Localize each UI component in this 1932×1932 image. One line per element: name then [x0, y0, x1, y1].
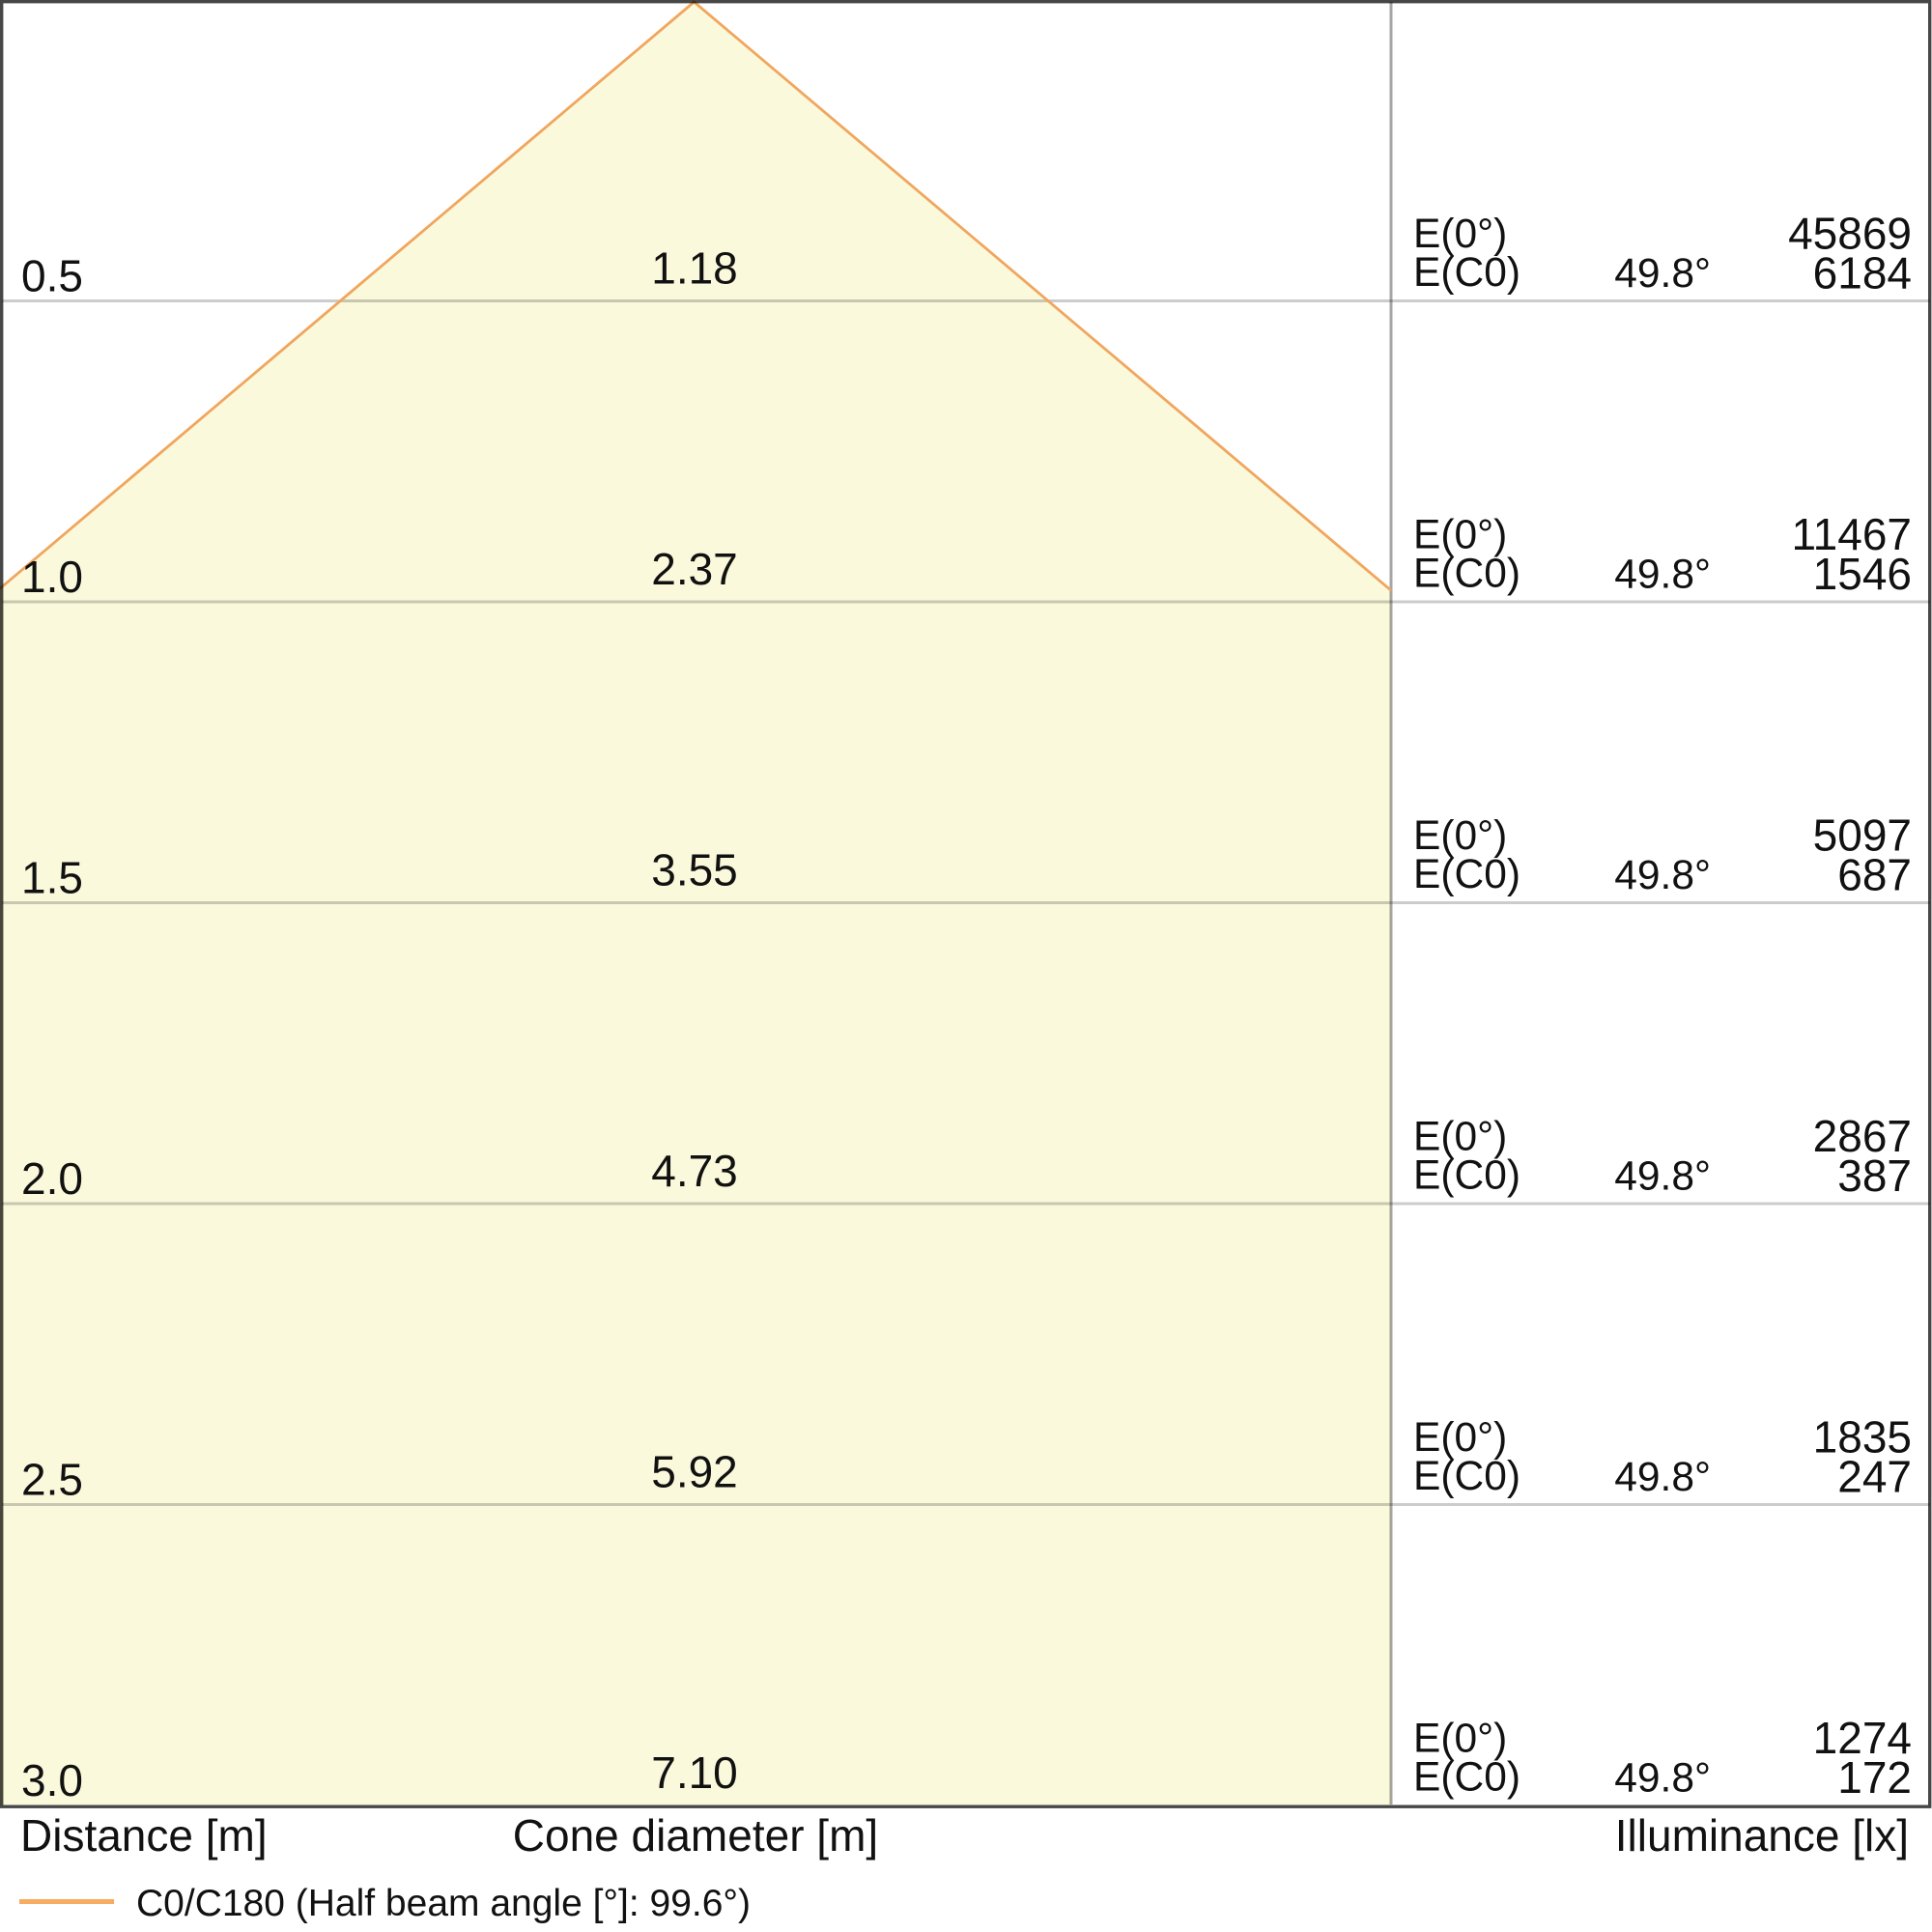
svg-text:E(C0): E(C0): [1413, 250, 1520, 296]
svg-text:Distance [m]: Distance [m]: [20, 1810, 268, 1861]
svg-text:4.73: 4.73: [651, 1146, 738, 1196]
svg-text:49.8°: 49.8°: [1614, 1455, 1711, 1500]
svg-text:1.18: 1.18: [651, 243, 738, 294]
svg-text:E(0°): E(0°): [1413, 813, 1507, 859]
svg-text:2867: 2867: [1813, 1111, 1912, 1161]
svg-text:E(C0): E(C0): [1413, 552, 1520, 597]
svg-text:5.92: 5.92: [651, 1447, 738, 1497]
svg-text:11467: 11467: [1791, 509, 1912, 559]
svg-text:2.0: 2.0: [21, 1153, 83, 1204]
svg-text:247: 247: [1837, 1452, 1912, 1502]
svg-text:2.37: 2.37: [651, 544, 738, 594]
svg-text:49.8°: 49.8°: [1614, 1154, 1711, 1200]
svg-text:3.55: 3.55: [651, 845, 738, 895]
svg-text:45869: 45869: [1788, 209, 1912, 259]
svg-text:7.10: 7.10: [651, 1747, 738, 1798]
svg-text:Cone diameter [m]: Cone diameter [m]: [513, 1810, 878, 1861]
svg-text:E(0°): E(0°): [1413, 513, 1507, 558]
svg-text:0.5: 0.5: [21, 251, 83, 301]
svg-text:3.0: 3.0: [21, 1755, 83, 1805]
svg-text:2.5: 2.5: [21, 1455, 83, 1505]
svg-text:1.5: 1.5: [21, 853, 83, 903]
svg-text:E(0°): E(0°): [1413, 1717, 1507, 1762]
svg-text:C0/C180 (Half beam angle [°]:: C0/C180 (Half beam angle [°]: 99.6°): [136, 1883, 751, 1924]
svg-text:1546: 1546: [1813, 549, 1912, 599]
svg-text:E(C0): E(C0): [1413, 1755, 1520, 1801]
svg-text:49.8°: 49.8°: [1614, 853, 1711, 898]
svg-text:E(C0): E(C0): [1413, 1153, 1520, 1199]
svg-text:E(C0): E(C0): [1413, 852, 1520, 897]
svg-text:1.0: 1.0: [21, 552, 83, 602]
svg-text:172: 172: [1837, 1752, 1912, 1803]
svg-text:49.8°: 49.8°: [1614, 553, 1711, 598]
svg-text:E(0°): E(0°): [1413, 1115, 1507, 1160]
svg-text:687: 687: [1837, 850, 1912, 900]
svg-text:5097: 5097: [1813, 810, 1912, 861]
svg-text:49.8°: 49.8°: [1614, 251, 1711, 297]
svg-text:6184: 6184: [1813, 248, 1912, 298]
svg-text:49.8°: 49.8°: [1614, 1756, 1711, 1802]
svg-text:E(C0): E(C0): [1413, 1454, 1520, 1499]
svg-text:E(0°): E(0°): [1413, 212, 1507, 257]
svg-text:387: 387: [1837, 1151, 1912, 1201]
svg-text:Illuminance [lx]: Illuminance [lx]: [1615, 1810, 1909, 1861]
svg-text:1835: 1835: [1813, 1412, 1912, 1463]
svg-text:E(0°): E(0°): [1413, 1415, 1507, 1461]
svg-text:1274: 1274: [1813, 1713, 1912, 1763]
